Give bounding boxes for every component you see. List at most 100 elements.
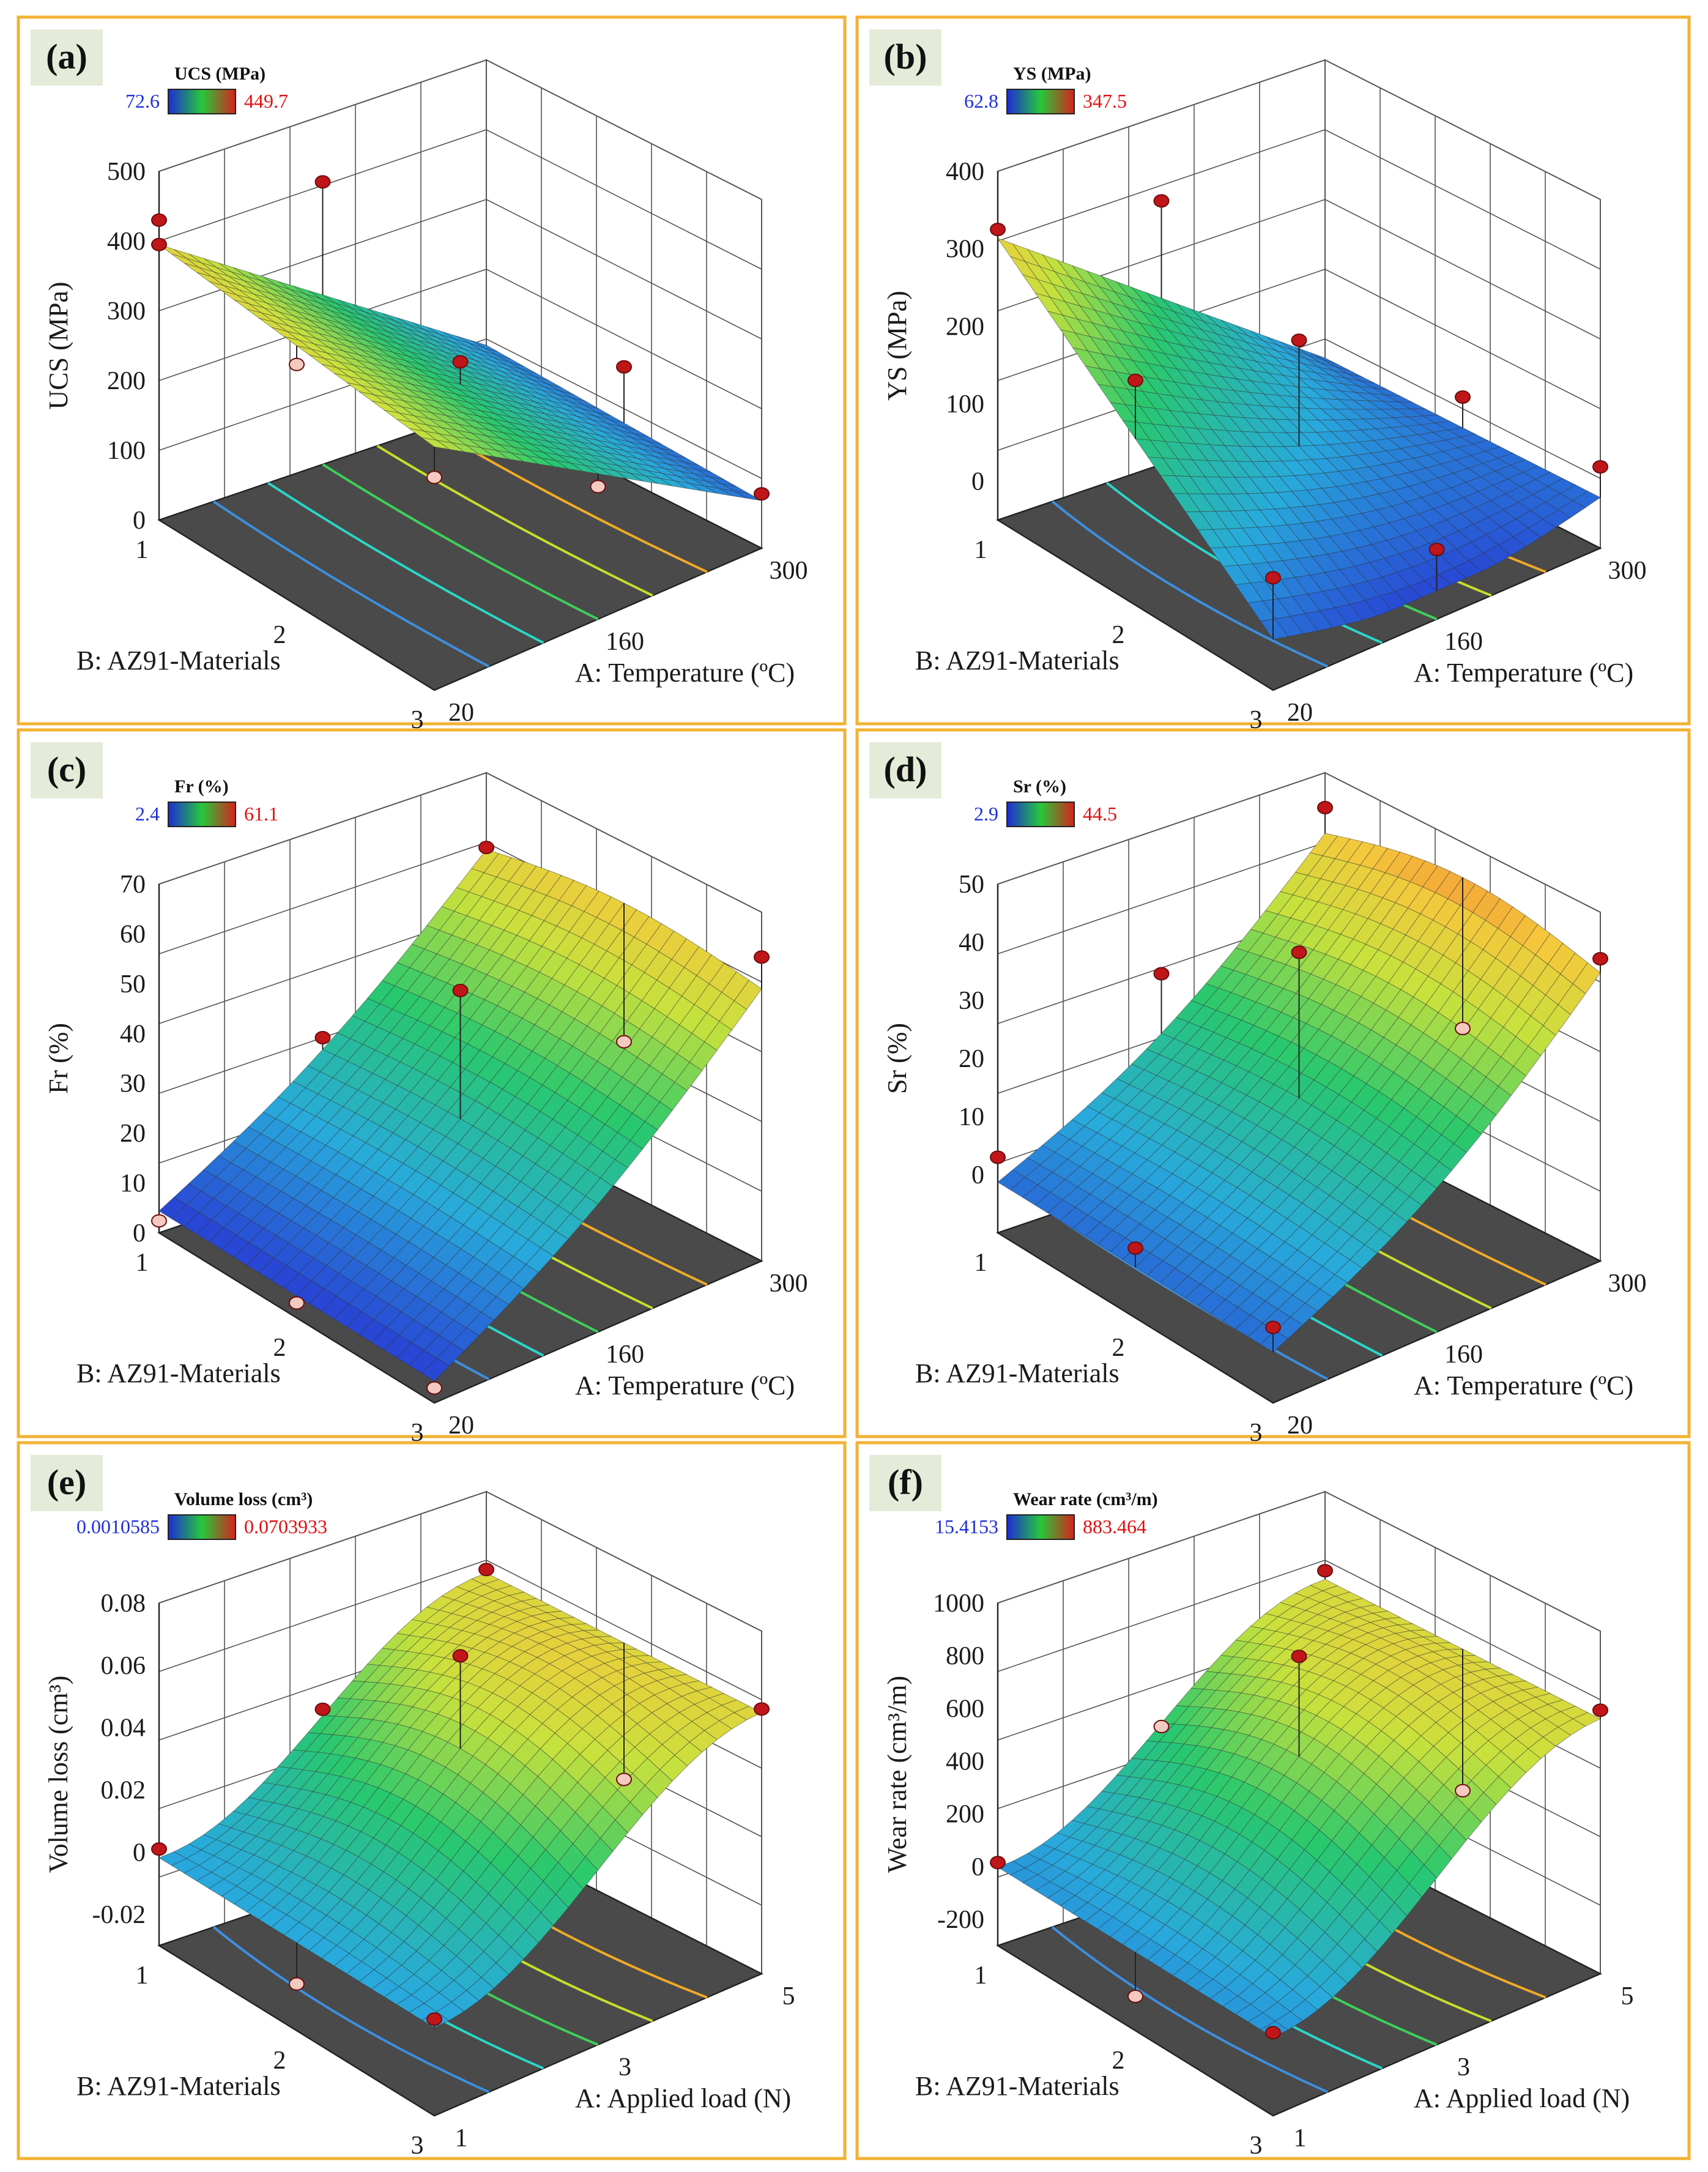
y-tick-label: 2 (273, 2047, 286, 2075)
z-tick-label: 600 (946, 1695, 984, 1723)
panel-label-box (31, 29, 103, 86)
panel-label: (b) (884, 37, 927, 76)
design-point (616, 1035, 632, 1049)
wall-gridline (997, 1560, 1601, 1700)
z-tick-label: 800 (946, 1642, 984, 1670)
colorbar-min: 62.8 (964, 90, 998, 112)
wall-gridline (158, 269, 762, 409)
design-point (452, 1649, 469, 1663)
surface-facet (421, 437, 450, 450)
colorbar-max: 0.0703933 (244, 1516, 327, 1538)
y-tick-label: 3 (411, 706, 424, 734)
colorbar-legend: UCS (MPa) 72.6 449.7 (125, 64, 288, 114)
design-point (1455, 1783, 1471, 1798)
y-axis-label: B: AZ91-Materials (76, 1358, 281, 1388)
floor-plane (157, 407, 763, 691)
panel-label: (a) (46, 37, 87, 76)
colorbar-max: 61.1 (244, 803, 278, 825)
design-point (289, 357, 305, 371)
z-tick-label: 400 (107, 228, 146, 256)
colorbar-max: 449.7 (244, 90, 288, 112)
response-surface (997, 833, 1601, 1353)
design-point (151, 1842, 167, 1856)
x-tick-label: 20 (1287, 699, 1313, 727)
y-axis-label: B: AZ91-Materials (915, 2071, 1119, 2101)
panel-a: (a) UCS (MPa) 72.6 449.7 0 100 200 300 400 500 UCS… (17, 15, 847, 734)
z-tick-label: 0 (971, 1161, 984, 1189)
y-tick-label: 2 (1112, 1334, 1125, 1362)
design-point (1317, 801, 1333, 814)
y-tick-label: 1 (975, 536, 987, 564)
panel-label-box (31, 1455, 103, 1511)
y-tick-label: 2 (1112, 621, 1125, 649)
panel-c: (c) Fr (%) 2.4 61.1 0 10 20 30 40 50 60 70 Fr (%) 1 2 3… (17, 728, 847, 1447)
z-tick-label: 0 (133, 507, 146, 535)
x-tick-label: 160 (1444, 1341, 1483, 1369)
z-tick-label: 10 (959, 1103, 984, 1131)
y-axis-label: B: AZ91-Materials (76, 2071, 281, 2101)
x-tick-label: 5 (1621, 1982, 1634, 2010)
wall-gridline (158, 338, 762, 479)
panel-label: (d) (884, 749, 927, 789)
design-point (1455, 1022, 1471, 1035)
design-point (1592, 460, 1608, 474)
x-tick-label: 300 (770, 557, 808, 585)
floor-contour (1051, 1926, 1329, 2094)
panel-f: (f) Wear rate (cm³/m) 15.4153 883.464 -200 0 2… (855, 1441, 1691, 2160)
design-point (616, 360, 632, 374)
colorbar-min: 0.0010585 (76, 1516, 160, 1538)
design-point (478, 1563, 494, 1577)
colorbar-title: Wear rate (cm³/m) (1013, 1489, 1158, 1509)
design-point (151, 237, 167, 251)
design-points (990, 801, 1608, 1353)
panel-label-box (869, 29, 941, 86)
design-point (1127, 1990, 1143, 2003)
floor-contour (376, 444, 653, 597)
z-tick-label: 50 (959, 871, 984, 899)
colorbar-title: Volume loss (cm³) (174, 1489, 313, 1509)
wall-gridline (997, 199, 1601, 340)
floor-contour (322, 463, 599, 620)
z-tick-label: 100 (946, 390, 984, 418)
design-points (990, 194, 1608, 640)
colorbar-gradient (1006, 89, 1075, 114)
design-point (1455, 390, 1471, 404)
z-tick-label: 70 (120, 871, 146, 899)
response-surface (158, 1572, 762, 2028)
design-point (1127, 1241, 1143, 1255)
x-tick-label: 20 (448, 1411, 474, 1440)
z-tick-label: 300 (107, 297, 146, 325)
z-tick-label: 400 (946, 1747, 984, 1776)
colorbar-title: YS (MPa) (1013, 64, 1091, 84)
design-point (1153, 1719, 1170, 1733)
design-point (754, 487, 770, 501)
z-tick-label: 200 (946, 313, 984, 341)
panel-label-box (869, 1455, 941, 1511)
x-axis-label: A: Temperature (ºC) (1414, 658, 1633, 688)
panel-label: (e) (47, 1462, 86, 1502)
colorbar-legend: YS (MPa) 62.8 347.5 (964, 64, 1127, 114)
x-tick-label: 1 (455, 2124, 468, 2152)
design-points (151, 175, 770, 501)
z-tick-label: 20 (959, 1045, 984, 1073)
colorbar-gradient (168, 1514, 236, 1540)
design-points (151, 841, 770, 1395)
design-point (1291, 1649, 1307, 1664)
design-point (1265, 2026, 1281, 2040)
z-tick-label: -200 (937, 1906, 984, 1934)
z-tick-label: 0.08 (101, 1590, 146, 1618)
z-axis-label: Sr (%) (882, 1023, 912, 1094)
z-tick-label: 0.06 (101, 1652, 146, 1680)
panel-label: (f) (888, 1462, 923, 1502)
x-tick-label: 20 (1287, 1411, 1313, 1440)
design-point (452, 355, 469, 369)
colorbar-max: 347.5 (1083, 90, 1127, 112)
design-point (452, 983, 469, 997)
x-axis-label: A: Temperature (ºC) (575, 1371, 795, 1400)
y-tick-label: 1 (136, 1962, 149, 1990)
design-point (1153, 967, 1170, 981)
design-point (1265, 571, 1281, 585)
design-point (1428, 543, 1445, 556)
z-tick-label: 60 (120, 920, 146, 948)
design-points (990, 1564, 1608, 2040)
